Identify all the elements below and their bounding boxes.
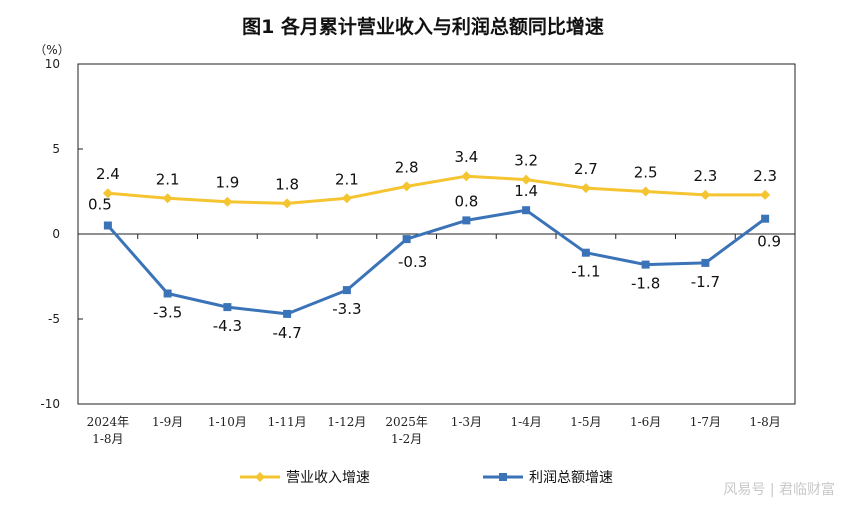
y-axis-unit: （%）	[34, 43, 69, 57]
data-label: 2.4	[96, 165, 120, 183]
data-point-marker	[162, 193, 173, 204]
x-tick-label: 1-10月	[208, 415, 247, 429]
data-label: 0.5	[88, 196, 112, 214]
data-label: 0.9	[757, 233, 781, 251]
data-point-marker	[700, 189, 711, 200]
data-point-marker	[641, 260, 650, 269]
data-label: 1.4	[514, 182, 538, 200]
legend-label: 利润总额增速	[529, 470, 613, 486]
legend-item: 利润总额增速	[483, 470, 613, 486]
data-label: 2.1	[335, 170, 359, 188]
plot-area: 10 5 0 -5 -10 2024年 1-8月 1-9月 1-10月 1-11月 1-12月 202…	[40, 57, 796, 446]
data-point-marker	[760, 189, 771, 200]
data-label: 2.5	[634, 164, 658, 182]
data-label: -0.3	[398, 253, 427, 271]
data-point-marker	[640, 186, 651, 197]
data-label: 1.9	[215, 174, 239, 192]
data-label: -1.7	[691, 273, 720, 291]
data-label: 0.8	[454, 192, 478, 210]
data-point-marker	[163, 289, 172, 298]
data-point-marker	[401, 181, 412, 192]
y-tick-label: 5	[52, 142, 60, 156]
x-tick-label: 2025年	[385, 415, 428, 429]
series-line	[107, 174, 766, 205]
data-point-marker	[462, 216, 471, 225]
data-label: -3.3	[332, 300, 361, 318]
data-label: 2.3	[753, 167, 777, 185]
legend-marker	[499, 473, 507, 481]
y-tick-label: -10	[40, 397, 60, 411]
x-tick-label: 1-7月	[690, 415, 721, 429]
y-tick-label: 0	[52, 227, 60, 241]
data-point-marker	[522, 206, 531, 215]
data-label: -1.8	[631, 275, 660, 293]
data-label: -4.7	[272, 324, 301, 342]
legend: 营业收入增速 利润总额增速	[240, 470, 613, 486]
data-label: 1.8	[275, 175, 299, 193]
x-tick-label: 1-2月	[391, 432, 422, 446]
x-tick-label: 1-3月	[451, 415, 482, 429]
data-label: 2.8	[395, 158, 419, 176]
data-label: 3.2	[514, 152, 538, 170]
x-tick-label: 1-4月	[510, 415, 541, 429]
x-tick-label: 1-12月	[327, 415, 366, 429]
watermark: 风易号 | 君临财富	[723, 481, 835, 498]
data-point-marker	[102, 188, 113, 199]
data-label: 2.7	[574, 160, 598, 178]
legend-marker	[255, 472, 265, 482]
x-tick-label: 1-6月	[630, 415, 661, 429]
series-line	[106, 208, 767, 316]
x-tick-label: 1-11月	[268, 415, 307, 429]
data-point-marker	[342, 286, 351, 295]
legend-label: 营业收入增速	[286, 470, 370, 486]
data-label: 2.3	[693, 167, 717, 185]
data-point-marker	[222, 196, 233, 207]
data-label: -4.3	[213, 317, 242, 335]
data-label: 2.1	[156, 170, 180, 188]
data-point-marker	[461, 171, 472, 182]
data-point-marker	[580, 183, 591, 194]
data-label: 3.4	[454, 148, 478, 166]
chart-title: 图1 各月累计营业收入与利润总额同比增速	[242, 15, 604, 38]
y-tick-label: -5	[48, 312, 60, 326]
data-point-marker	[402, 235, 411, 244]
x-tick-label: 1-8月	[92, 432, 123, 446]
x-tick-label: 2024年	[87, 415, 130, 429]
data-point-marker	[283, 309, 292, 318]
x-tick-label: 1-5月	[570, 415, 601, 429]
data-point-marker	[341, 193, 352, 204]
data-point-marker	[521, 174, 532, 185]
x-tick-label: 1-9月	[152, 415, 183, 429]
data-label: -1.1	[571, 263, 600, 281]
data-point-marker	[103, 221, 112, 230]
y-tick-label: 10	[45, 57, 60, 71]
data-label: -3.5	[153, 304, 182, 322]
data-point-marker	[282, 198, 293, 209]
data-point-marker	[223, 303, 232, 312]
legend-item: 营业收入增速	[240, 470, 370, 486]
data-point-marker	[581, 248, 590, 257]
x-tick-label: 1-8月	[749, 415, 780, 429]
data-point-marker	[701, 258, 710, 267]
data-point-marker	[761, 214, 770, 223]
